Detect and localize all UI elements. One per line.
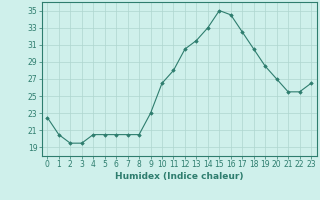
X-axis label: Humidex (Indice chaleur): Humidex (Indice chaleur) [115,172,244,181]
